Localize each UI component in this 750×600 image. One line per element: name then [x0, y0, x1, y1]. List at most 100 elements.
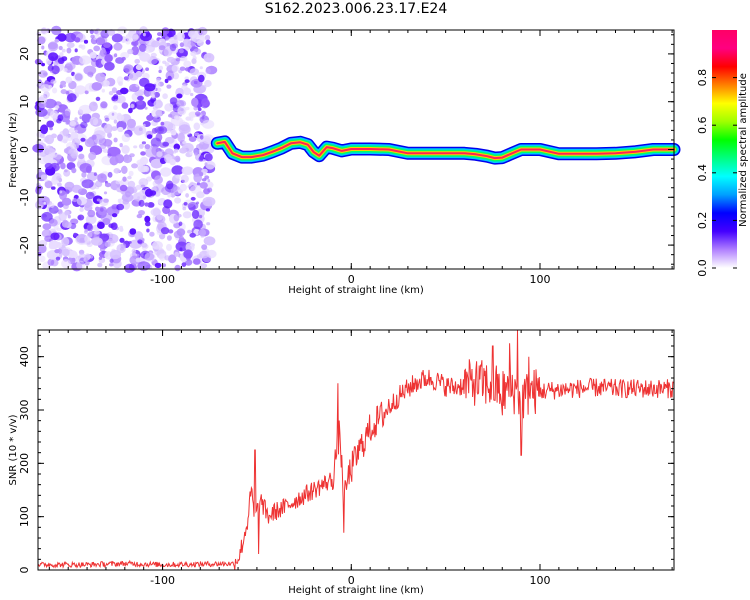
noise-blob — [78, 153, 85, 160]
noise-blob — [121, 165, 128, 174]
noise-blob — [128, 240, 132, 244]
noise-blob — [37, 169, 43, 175]
noise-blob — [61, 237, 70, 247]
noise-blob — [182, 206, 187, 211]
noise-blob — [85, 214, 97, 225]
noise-blob — [42, 223, 52, 230]
noise-blob — [173, 148, 179, 153]
noise-blob — [164, 62, 170, 67]
noise-blob — [193, 258, 201, 265]
noise-blob — [198, 74, 205, 83]
noise-blob — [107, 171, 113, 178]
noise-blob — [49, 202, 55, 208]
noise-blob — [195, 111, 201, 117]
noise-blob — [199, 154, 204, 161]
noise-blob — [160, 227, 170, 235]
noise-blob — [162, 93, 168, 100]
noise-blob — [133, 145, 138, 149]
noise-blob — [166, 243, 172, 251]
spectrogram-y-axis-label: Frequency (Hz) — [8, 112, 19, 188]
noise-blob — [149, 231, 155, 237]
noise-blob — [129, 228, 137, 235]
noise-blob — [174, 251, 180, 257]
noise-blob — [142, 32, 146, 37]
noise-blob — [168, 229, 174, 234]
noise-blob — [150, 137, 162, 148]
noise-blob — [57, 182, 62, 187]
noise-blob — [134, 58, 140, 64]
snr-panel: -100 0 100 0 100 200 300 400 Height of straight… — [8, 329, 675, 596]
noise-blob — [60, 80, 67, 86]
noise-blob — [48, 243, 56, 250]
noise-blob — [117, 198, 122, 203]
noise-blob — [116, 114, 125, 122]
noise-blob — [182, 211, 192, 219]
snr-series-line — [37, 329, 674, 571]
noise-blob — [190, 51, 197, 57]
noise-blob — [205, 68, 211, 74]
noise-blob — [95, 206, 100, 212]
noise-blob — [137, 100, 144, 106]
noise-blob — [139, 52, 151, 62]
colorbar-tick-label: 0.0 — [696, 259, 709, 277]
noise-blob — [184, 67, 191, 72]
noise-blob — [115, 95, 126, 104]
noise-blob — [99, 247, 106, 252]
noise-blob — [44, 134, 55, 145]
noise-blob — [174, 197, 182, 204]
noise-blob — [175, 241, 188, 252]
noise-blob — [91, 134, 97, 140]
noise-blob — [176, 93, 183, 99]
noise-blob — [187, 229, 192, 234]
noise-blob — [160, 167, 172, 177]
noise-blob — [67, 250, 78, 258]
noise-blob — [89, 117, 99, 126]
noise-blob — [44, 235, 52, 242]
noise-blob — [81, 171, 87, 178]
noise-blob — [97, 221, 105, 229]
noise-blob — [61, 219, 69, 228]
noise-blob — [39, 255, 46, 263]
noise-blob — [74, 37, 81, 43]
noise-blob — [201, 244, 208, 250]
noise-blob — [126, 118, 136, 129]
noise-blob — [55, 256, 61, 261]
noise-blob — [52, 87, 58, 94]
noise-blob — [144, 106, 148, 110]
noise-blob — [202, 254, 212, 263]
noise-blob — [180, 174, 189, 183]
noise-blob — [107, 146, 121, 157]
noise-blob — [83, 39, 89, 44]
noise-blob — [131, 45, 139, 56]
noise-blob — [88, 151, 97, 161]
noise-blob — [204, 175, 210, 180]
noise-blob — [60, 162, 66, 170]
noise-blob — [169, 43, 177, 52]
noise-blob — [70, 143, 76, 150]
spectrogram-xtick-label: 100 — [530, 273, 551, 286]
noise-blob — [93, 30, 99, 35]
noise-blob — [122, 176, 127, 182]
noise-blob — [191, 97, 199, 107]
noise-blob — [63, 67, 68, 73]
snr-ticks: -100 0 100 0 100 200 300 400 — [18, 330, 674, 587]
noise-blob — [188, 111, 198, 118]
noise-blob — [188, 136, 197, 143]
noise-blob — [204, 153, 213, 162]
noise-blob — [113, 119, 118, 124]
noise-blob — [113, 42, 123, 51]
noise-blob — [36, 31, 41, 37]
noise-blob — [60, 89, 67, 95]
noise-blob — [162, 263, 167, 268]
noise-blob — [96, 198, 101, 202]
noise-blob — [58, 45, 63, 51]
spectrogram-ytick-label: 10 — [18, 95, 31, 109]
noise-blob — [131, 200, 139, 206]
noise-blob — [164, 78, 169, 84]
noise-blob — [121, 145, 130, 154]
noise-blob — [76, 196, 86, 206]
noise-blob — [207, 179, 211, 183]
noise-blob — [94, 230, 100, 235]
